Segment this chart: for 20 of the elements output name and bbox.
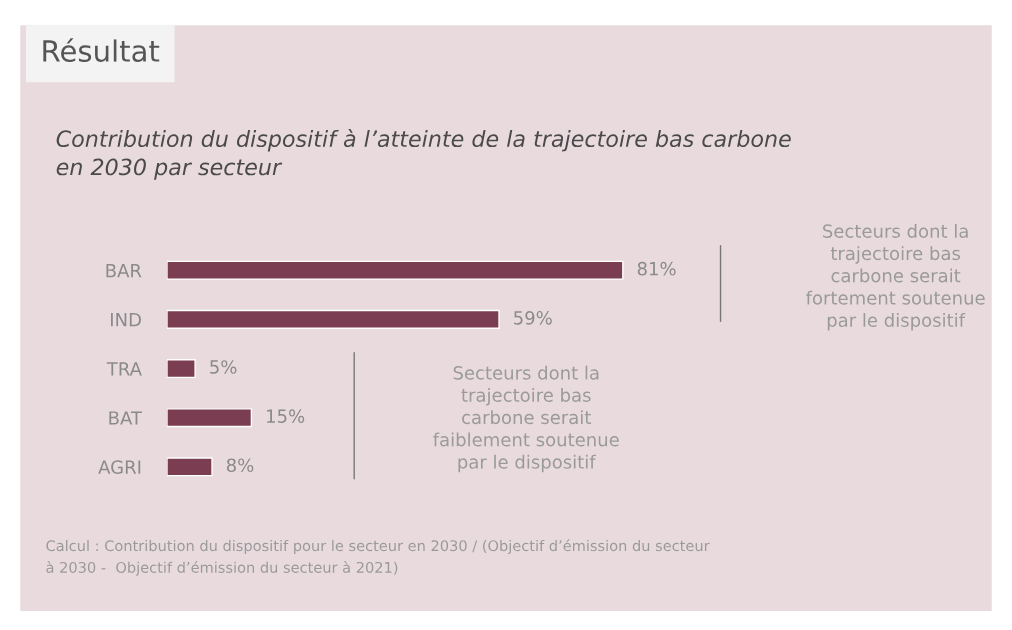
y-tick-label: AGRI: [98, 460, 141, 474]
data-label: 59%: [514, 310, 552, 325]
text: Calcul : Contribution du dispositif pour le secteur en 2030 / (Objectif d’émission du secteur à 2030 - Objectif d’émission du secteur à 2021): [46, 539, 710, 576]
data-label: 5%: [210, 360, 237, 374]
bar: [166, 359, 196, 379]
text: Secteurs dont la trajectoire bas carbone serait fortement soutenue par le dispositif: [806, 223, 985, 331]
data-label: 81%: [637, 261, 676, 276]
data-label: 8%: [226, 458, 254, 473]
y-tick-label: BAR: [106, 263, 142, 278]
chart-subtitle: Contribution du dispositif à l’atteinte de la trajectoire bas carbone en 2030 par secteur: [56, 129, 791, 180]
data-label: 15%: [267, 409, 305, 423]
y-tick-label: BAT: [109, 411, 143, 425]
bar: [166, 408, 253, 428]
bar: [166, 309, 500, 329]
bar: [166, 457, 213, 477]
y-tick-label: IND: [111, 313, 141, 327]
annotation: Secteurs dont la trajectoire bas carbone serait faiblement soutenue par le dispositif: [433, 365, 619, 473]
y-tick-label: TRA: [106, 362, 142, 376]
bar: [166, 260, 624, 280]
chart-title: Résultat: [43, 38, 160, 63]
